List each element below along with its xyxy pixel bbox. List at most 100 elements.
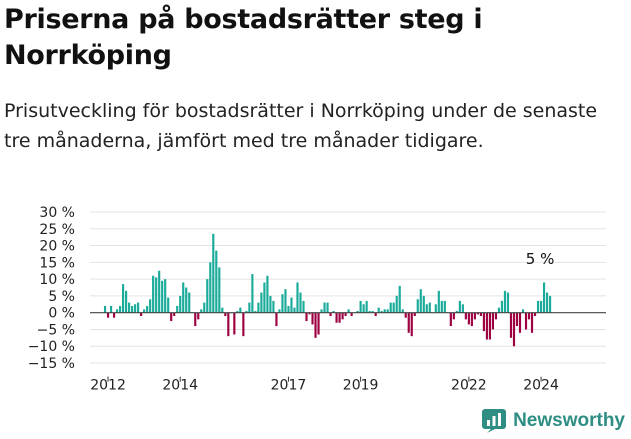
bar	[500, 300, 504, 313]
bar	[548, 295, 552, 313]
bar	[239, 307, 242, 313]
x-tick-label: 2014	[162, 378, 198, 394]
bar	[112, 312, 116, 318]
bar	[131, 305, 134, 313]
bar-chart: −15 %−10 %−5 %0 %5 %10 %15 %20 %25 %30 %…	[28, 205, 606, 394]
bar	[362, 304, 365, 313]
bar	[395, 295, 398, 313]
bar	[317, 312, 320, 335]
bar	[269, 295, 272, 313]
bar	[335, 312, 338, 323]
bar	[251, 274, 254, 313]
bar	[197, 312, 200, 320]
bar	[266, 275, 269, 313]
x-tick-label: 2012	[90, 378, 126, 394]
bar	[149, 299, 152, 313]
bar-series	[103, 233, 552, 347]
bar	[254, 310, 257, 313]
bar	[311, 312, 314, 325]
bar	[536, 300, 540, 313]
y-tick-label: 0 %	[48, 306, 75, 322]
bar	[470, 312, 473, 327]
bar	[161, 280, 164, 313]
bar	[281, 294, 284, 313]
bar	[338, 312, 341, 323]
bar	[509, 312, 513, 338]
bar	[188, 292, 191, 313]
bar	[326, 302, 329, 313]
bar	[347, 309, 350, 313]
bar	[137, 302, 140, 313]
bar	[521, 309, 525, 313]
bar	[170, 312, 173, 322]
bar	[158, 270, 161, 313]
bar	[299, 292, 302, 313]
bar	[233, 312, 236, 335]
bar	[359, 300, 362, 313]
bar	[125, 290, 128, 313]
bar	[416, 299, 419, 313]
bar	[479, 312, 482, 317]
bar	[323, 302, 326, 313]
bar	[206, 279, 209, 313]
last-value-annotation: 5 %	[526, 250, 555, 268]
bar	[539, 300, 543, 313]
bar	[308, 312, 311, 315]
bar	[515, 312, 519, 327]
bar	[494, 312, 498, 320]
bar	[527, 312, 531, 320]
bar	[332, 310, 335, 313]
bar	[278, 309, 281, 313]
bar	[524, 312, 528, 330]
y-tick-label: 5 %	[48, 289, 75, 305]
bar	[419, 289, 422, 313]
bar	[398, 285, 401, 313]
bar	[461, 304, 464, 313]
bar	[365, 300, 368, 313]
bar	[488, 312, 492, 340]
x-tick-label: 2024	[523, 378, 559, 394]
bar	[329, 312, 332, 317]
bar	[103, 305, 107, 313]
bar	[200, 309, 203, 313]
brand-name: Newsworthy	[513, 410, 625, 431]
bar	[497, 307, 501, 313]
bar	[374, 312, 377, 317]
bar	[320, 309, 323, 313]
bar	[512, 312, 516, 347]
bar	[437, 290, 440, 313]
bar	[473, 312, 476, 320]
bar	[464, 312, 467, 320]
bar	[272, 300, 275, 313]
y-tick-label: 10 %	[39, 272, 75, 288]
y-tick-label: −5 %	[37, 322, 75, 338]
bar	[542, 282, 546, 313]
bar	[182, 282, 185, 313]
grid-lines	[90, 211, 606, 364]
x-tick-label: 2022	[451, 378, 487, 394]
bar	[115, 309, 119, 313]
bar	[434, 304, 437, 313]
bar	[440, 300, 443, 313]
bar	[203, 302, 206, 313]
bar	[218, 267, 221, 313]
bar	[422, 295, 425, 313]
y-tick-label: 20 %	[39, 239, 75, 255]
bar	[314, 312, 317, 338]
bar	[485, 312, 489, 340]
bar	[140, 312, 143, 317]
bar	[106, 312, 110, 318]
bar	[482, 312, 485, 332]
bar	[476, 312, 479, 315]
bar	[284, 289, 287, 313]
brand-chart-icon	[482, 409, 507, 433]
bar	[215, 250, 218, 313]
x-tick-label: 2017	[271, 378, 307, 394]
bar	[404, 312, 407, 318]
bar	[296, 282, 299, 313]
y-tick-label: −15 %	[28, 356, 75, 372]
bar	[506, 292, 510, 313]
bar	[455, 310, 458, 313]
bar	[164, 279, 167, 313]
bar	[227, 312, 230, 337]
